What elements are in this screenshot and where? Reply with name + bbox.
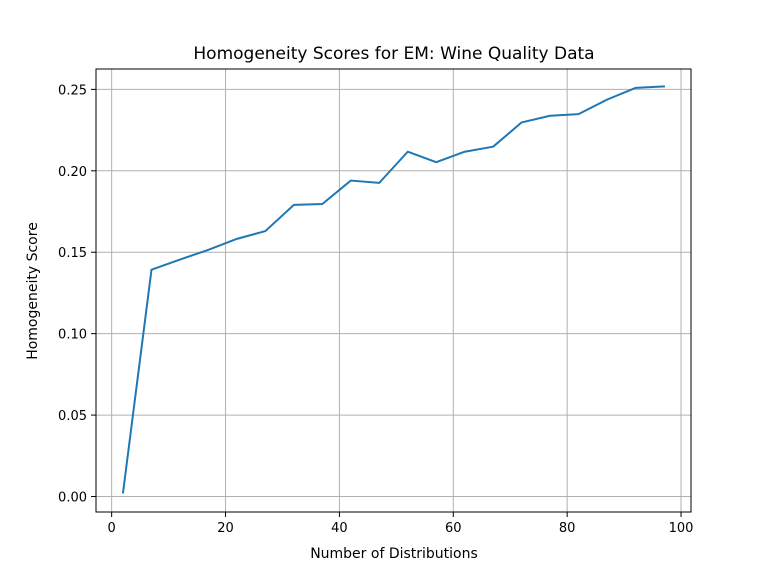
line-layer [121, 85, 665, 494]
x-tick-label: 80 [559, 521, 576, 536]
ticks-layer: 0 20 40 60 80 100 0.00 0.05 0.10 0.15 0.20 0.25 [58, 83, 693, 536]
x-tick-label: 0 [108, 521, 116, 536]
y-tick-label: 0.25 [58, 83, 87, 98]
x-tick-label: 100 [669, 521, 694, 536]
chart-title: Homogeneity Scores for EM: Wine Quality … [193, 44, 594, 64]
x-axis-label: Number of Distributions [310, 546, 478, 562]
x-tick-label: 40 [331, 521, 348, 536]
series-line [121, 85, 665, 494]
y-tick-label: 0.00 [58, 491, 87, 506]
y-axis-label: Homogeneity Score [25, 222, 41, 360]
x-tick-label: 60 [445, 521, 462, 536]
y-tick-label: 0.05 [58, 409, 87, 424]
y-tick-label: 0.10 [58, 328, 87, 343]
grid-layer [96, 69, 691, 512]
y-tick-label: 0.15 [58, 246, 87, 261]
y-tick-label: 0.20 [58, 165, 87, 180]
plot-frame [95, 68, 692, 513]
x-tick-label: 20 [217, 521, 234, 536]
